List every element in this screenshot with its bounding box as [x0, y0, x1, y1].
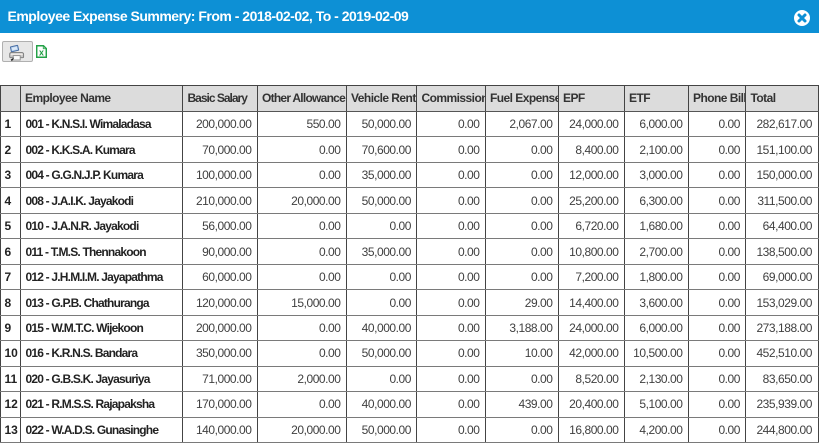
svg-text:x: x [39, 48, 44, 58]
